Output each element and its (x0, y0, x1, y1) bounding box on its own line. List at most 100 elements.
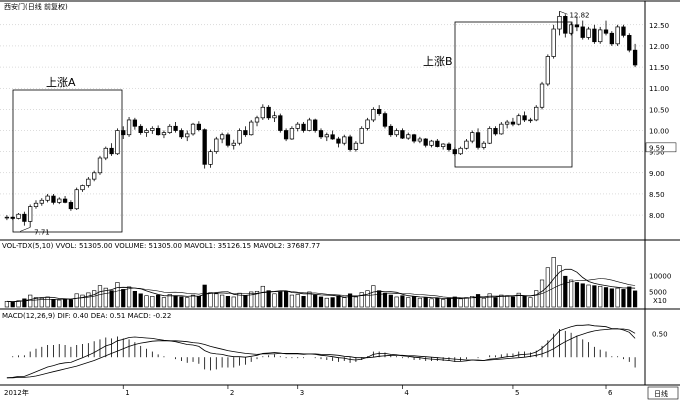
candle-body (609, 32, 614, 45)
candle-body (435, 140, 440, 147)
volume-bar (452, 296, 457, 308)
candle-body (179, 130, 184, 138)
candle-body (208, 151, 213, 165)
time-tick-label: 1 (125, 389, 129, 397)
candle-body (272, 115, 277, 119)
volume-bar (592, 285, 597, 308)
price-tick-label: 12.50 (649, 22, 669, 30)
time-tick-label: 2012年 (4, 388, 29, 397)
volume-bar (475, 294, 481, 308)
volume-bar (464, 297, 469, 308)
volume-bar (603, 287, 609, 308)
high-marker-leader (559, 10, 568, 15)
volume-bar (615, 287, 620, 308)
volume-bar (214, 293, 219, 308)
candle-body (185, 133, 190, 138)
candle-body (97, 157, 103, 174)
volume-bar (179, 296, 184, 308)
candle-body (324, 134, 329, 138)
volume-bar (411, 296, 417, 308)
candle-body (86, 178, 91, 186)
candle-body (615, 26, 620, 45)
candle-body (260, 106, 265, 119)
candle-body (225, 134, 231, 146)
volume-tick-label: 10000 (649, 273, 671, 281)
last-price-box (645, 142, 677, 153)
candle-body (249, 121, 254, 136)
volume-bar (16, 300, 21, 308)
candle-body (516, 115, 521, 125)
volume-bar (441, 299, 446, 308)
candle-body (382, 113, 388, 127)
volume-bar (632, 290, 638, 308)
price-axis: 8.00 8.50 9.00 9.50 10.00 10.50 11.00 11.50 12.0… (645, 22, 677, 220)
candle-body (411, 134, 417, 142)
volume-bar (126, 286, 132, 308)
volume-bar (371, 285, 376, 308)
price-tick-label: 8.50 (649, 191, 665, 199)
volume-bar (580, 283, 585, 308)
candle-body (493, 128, 498, 135)
volume-bar (534, 290, 539, 308)
candle-body (16, 213, 21, 219)
candle-body (121, 130, 126, 136)
candle-body (621, 26, 626, 36)
volume-bar (347, 293, 353, 308)
volume-bar (167, 294, 172, 308)
volume-bar (156, 294, 161, 308)
price-tick-label: 11.00 (649, 85, 669, 93)
rally-box-b-label: 上涨B (423, 55, 453, 68)
volume-bar (249, 291, 254, 308)
volume-bar (313, 294, 318, 308)
volume-bar (382, 292, 388, 308)
volume-bar (406, 297, 411, 308)
volume-bar (342, 297, 347, 308)
volume-bar (231, 296, 236, 308)
volume-bar (574, 282, 580, 308)
candle-body (190, 123, 196, 135)
volume-bar (301, 296, 306, 308)
candle-body (586, 28, 591, 38)
candle-body (161, 132, 167, 136)
volume-bar (173, 295, 178, 308)
candle-body (109, 147, 114, 155)
time-tick-label: 3 (300, 389, 304, 397)
volume-bar (33, 297, 39, 308)
volume-bar (220, 294, 225, 308)
candle-body (353, 142, 359, 150)
candle-body (126, 119, 132, 136)
volume-bar (353, 296, 359, 308)
macd-histogram (12, 329, 636, 371)
volume-bar (307, 291, 312, 308)
candle-body (499, 123, 504, 135)
candle-body (603, 29, 609, 34)
volume-bar (62, 298, 68, 308)
candle-body (627, 35, 632, 51)
volume-bar (161, 297, 167, 308)
candle-body (57, 198, 62, 203)
candle-body (80, 185, 85, 191)
rally-box-b (454, 21, 573, 168)
last-price-label: 9.59 (649, 144, 665, 152)
volume-bar (505, 295, 510, 308)
volume-bar (202, 284, 207, 308)
high-marker-label: 12.82 (569, 11, 589, 19)
candle-body (138, 125, 143, 133)
volume-bar (563, 275, 568, 308)
volume-bar (190, 294, 196, 308)
candle-body (278, 115, 283, 131)
volume-header: VOL-TDX(5,10) VVOL: 51305.00 VOLUME: 513… (2, 242, 320, 250)
volume-tick-label: 5000 (649, 288, 667, 296)
volume-bar (510, 296, 516, 308)
candle-body (470, 132, 475, 142)
mavol2-line (6, 278, 636, 303)
volume-bar (97, 285, 103, 308)
volume-bar (260, 285, 265, 308)
volume-bar (283, 290, 289, 308)
timeframe-tab[interactable] (647, 386, 679, 400)
volume-bar (417, 297, 422, 308)
candle-body (342, 136, 347, 144)
volume-bar (481, 297, 486, 308)
volume-bar (121, 289, 126, 308)
volume-bar (185, 297, 190, 308)
